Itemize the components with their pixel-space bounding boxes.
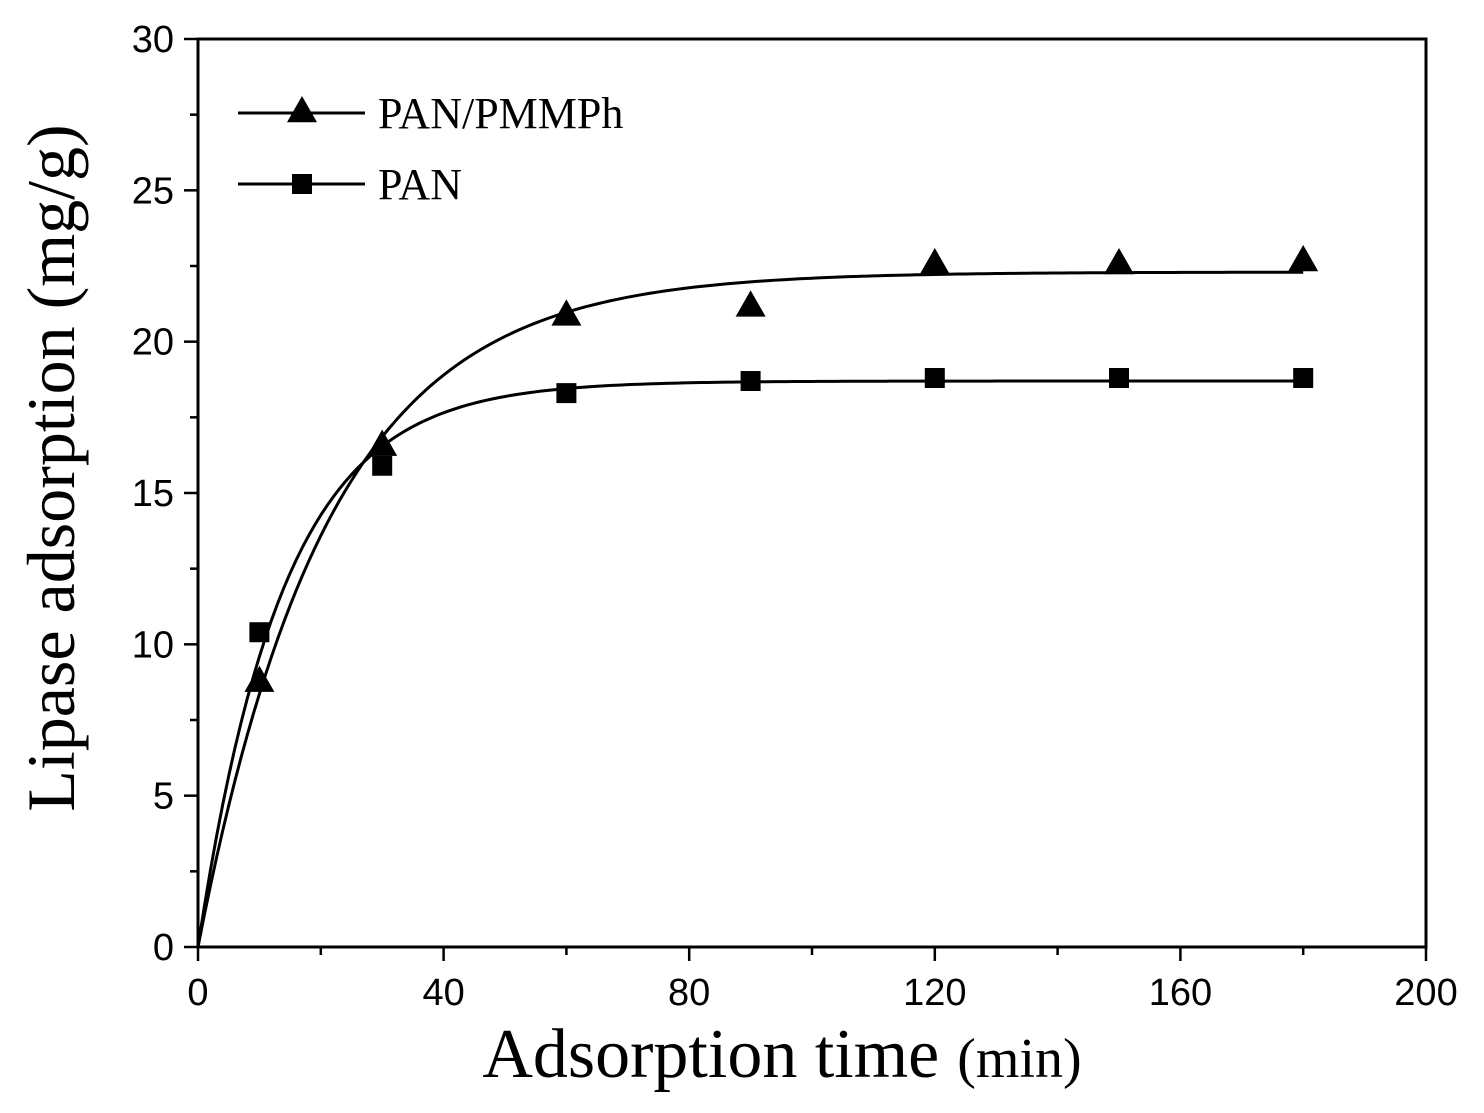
data-point-triangle <box>244 665 275 692</box>
axis-ticks <box>184 37 1428 961</box>
data-point-triangle <box>735 290 766 317</box>
data-point-square <box>924 367 945 388</box>
x-tick-label: 200 <box>1394 972 1457 1014</box>
data-point-triangle <box>919 247 950 275</box>
data-point-square <box>249 622 270 643</box>
x-tick-label: 0 <box>187 972 208 1014</box>
y-axis-title: Lipase adsorption (mg/g) <box>13 124 89 811</box>
tick-labels: 0 40 80 120 160 200 0 5 10 15 20 25 30 <box>132 19 1458 1014</box>
y-tick-label: 10 <box>132 624 174 666</box>
data-point-square <box>740 371 761 392</box>
y-tick-label: 25 <box>132 170 174 212</box>
x-tick-label: 160 <box>1149 972 1212 1014</box>
data-point-square <box>1109 367 1129 388</box>
y-tick-label: 20 <box>132 322 174 364</box>
data-point-square <box>556 383 577 404</box>
x-axis-title: Adsorption time (min) <box>482 1016 1081 1093</box>
y-tick-label: 5 <box>153 776 174 818</box>
y-tick-label: 15 <box>132 473 174 515</box>
fit-curve-square <box>196 379 1304 948</box>
legend-marker-triangle <box>287 96 317 123</box>
legend-label: PAN/PMMPh <box>378 89 623 138</box>
data-point-triangle <box>1288 244 1319 272</box>
data-point-triangle <box>367 429 398 456</box>
data-markers <box>244 244 1319 692</box>
x-tick-label: 80 <box>668 972 710 1014</box>
x-tick-label: 120 <box>903 972 966 1014</box>
data-point-square <box>1293 367 1314 388</box>
data-point-square <box>372 455 393 476</box>
data-point-triangle <box>551 299 582 326</box>
legend-label: PAN <box>378 160 462 209</box>
y-tick-label: 0 <box>153 927 174 969</box>
legend: PAN/PMMPh PAN <box>238 89 623 209</box>
x-tick-label: 40 <box>422 972 464 1014</box>
data-point-triangle <box>1104 247 1134 275</box>
legend-marker-square <box>292 174 312 194</box>
y-tick-label: 30 <box>132 19 174 61</box>
